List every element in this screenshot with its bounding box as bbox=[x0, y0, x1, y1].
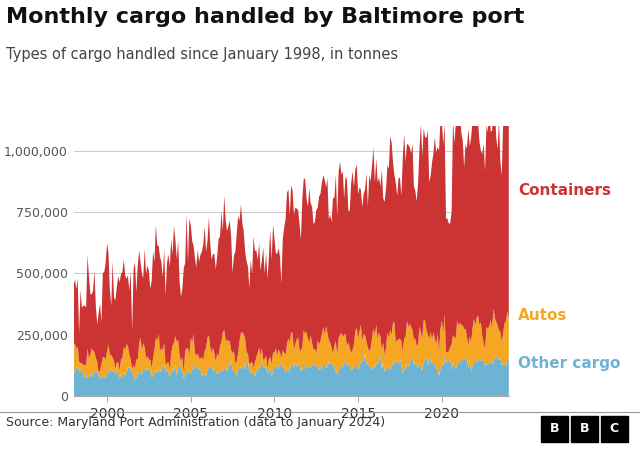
Text: Source: Maryland Port Administration (data to January 2024): Source: Maryland Port Administration (da… bbox=[6, 416, 385, 429]
Text: Autos: Autos bbox=[518, 307, 568, 323]
Text: Containers: Containers bbox=[518, 183, 611, 198]
Text: B: B bbox=[580, 423, 589, 435]
Text: Monthly cargo handled by Baltimore port: Monthly cargo handled by Baltimore port bbox=[6, 7, 525, 27]
Text: Types of cargo handled since January 1998, in tonnes: Types of cargo handled since January 199… bbox=[6, 47, 399, 62]
Text: C: C bbox=[610, 423, 619, 435]
Text: Other cargo: Other cargo bbox=[518, 356, 621, 371]
Text: B: B bbox=[550, 423, 559, 435]
